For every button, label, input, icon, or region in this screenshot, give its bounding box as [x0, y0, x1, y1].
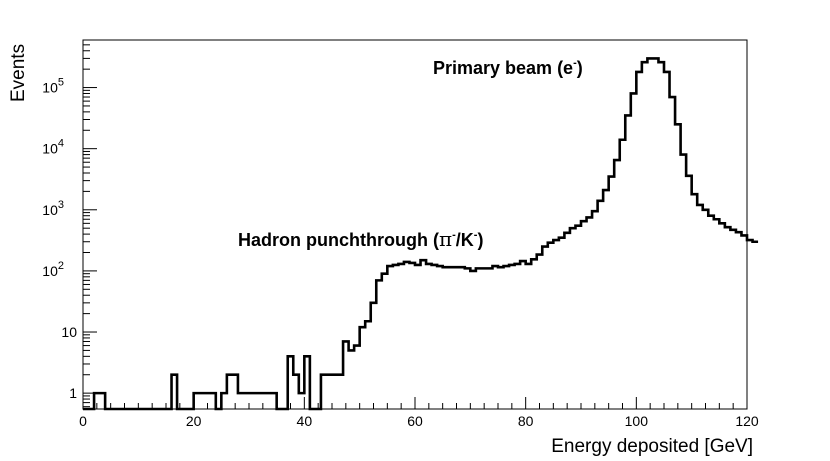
x-axis: 0 20 40 60 80 100 120	[79, 397, 759, 429]
x-tick-label: 20	[186, 413, 202, 429]
x-tick-label: 120	[735, 413, 759, 429]
y-axis: 1 10 102 103 104 105	[42, 77, 97, 401]
x-tick-label: 100	[625, 413, 649, 429]
y-tick-label: 1	[69, 385, 77, 401]
y-tick-label: 103	[42, 199, 64, 218]
x-axis-title: Energy deposited [GeV]	[551, 436, 753, 457]
y-tick-exponent: 4	[58, 138, 64, 150]
y-tick-label: 104	[42, 138, 64, 157]
histogram-line	[83, 57, 759, 411]
y-tick-label: 10	[61, 324, 77, 340]
minor-ticks	[83, 39, 734, 409]
y-tick-exponent: 2	[58, 260, 64, 272]
x-tick-label: 80	[518, 413, 534, 429]
y-tick-label: 105	[42, 77, 64, 96]
annotation-primary-beam: Primary beam (e-)	[433, 57, 583, 78]
x-tick-label: 60	[407, 413, 423, 429]
annotations: Primary beam (e-) Hadron punchthrough (π-…	[238, 57, 583, 251]
y-axis-title: Events	[8, 44, 29, 102]
y-tick-exponent: 5	[58, 77, 64, 89]
x-tick-label: 0	[79, 413, 87, 429]
plot-frame	[82, 39, 748, 410]
y-tick-label: 102	[42, 260, 64, 279]
y-tick-exponent: 3	[58, 199, 64, 211]
annotation-hadron-punchthrough: Hadron punchthrough (π-/K-)	[238, 227, 483, 251]
x-tick-label: 40	[297, 413, 313, 429]
